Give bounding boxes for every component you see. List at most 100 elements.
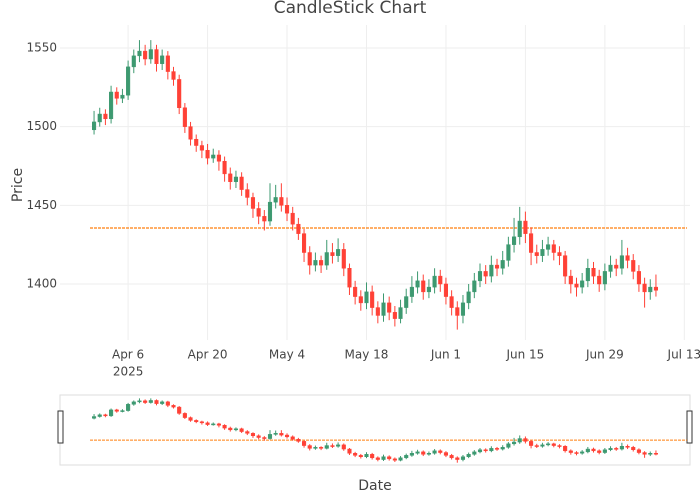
candle-body [177, 79, 182, 109]
candle-body [160, 55, 165, 64]
x-tick-label: Jun 29 [585, 348, 624, 362]
slider-candle-body [455, 457, 460, 460]
slider-candle-body [432, 450, 437, 454]
slider-candle-body [563, 446, 568, 452]
slider-candle-body [131, 401, 136, 405]
slider-candle-body [387, 456, 392, 460]
candle-body [483, 271, 488, 277]
x-tick-label: Jun 15 [505, 348, 544, 362]
candle-body [364, 291, 369, 304]
slider-candle-body [557, 445, 562, 447]
slider-candle-body [228, 427, 233, 431]
range-handle-left[interactable] [57, 410, 64, 444]
candle-body [330, 252, 335, 256]
slider-candle-body [489, 448, 494, 452]
slider-candle-body [194, 420, 199, 423]
candle-body [233, 176, 238, 182]
candle-body [557, 252, 562, 256]
candle-body [608, 264, 613, 272]
candle-body [512, 236, 517, 245]
candle-body [563, 255, 568, 277]
slider-candle-body [364, 454, 369, 457]
slider-candle-body [438, 450, 443, 453]
candle-body [546, 244, 551, 250]
slider-candle-body [381, 456, 386, 460]
slider-candle-body [160, 401, 165, 404]
range-slider[interactable] [59, 394, 691, 466]
candle-body [602, 271, 607, 285]
y-tick-label: 1400 [26, 276, 57, 290]
slider-candle-body [574, 452, 579, 454]
slider-candle-body [602, 449, 607, 453]
slider-candle-body [313, 447, 318, 449]
candle-body [279, 197, 284, 206]
candle-body [92, 121, 97, 131]
candle-body [597, 275, 602, 285]
slider-candle-body [233, 428, 238, 431]
x-tick-label: May 4 [269, 348, 305, 362]
range-handle-right[interactable] [686, 410, 693, 444]
candle-body [126, 66, 131, 96]
candle-body [353, 286, 358, 297]
slider-candle-body [370, 454, 375, 459]
candle-body [426, 286, 431, 293]
candle-body [313, 260, 318, 266]
candle-body [460, 302, 466, 316]
candle-body [194, 138, 199, 146]
candle-body [477, 271, 483, 282]
candle-body [381, 302, 386, 316]
slider-candle-body [211, 423, 216, 426]
candle-body [455, 307, 460, 316]
candle-body [341, 249, 346, 269]
candle-body [500, 260, 505, 269]
slider-candle-body [517, 438, 522, 443]
candle-body [114, 91, 119, 99]
candle-body [171, 71, 176, 80]
candle-body [580, 280, 585, 288]
candle-body [574, 283, 579, 288]
slider-candle-body [483, 449, 488, 452]
candle-body [182, 107, 187, 127]
x-tick-label: Apr 20 [188, 348, 228, 362]
candle-body [472, 280, 477, 293]
slider-candle-body [171, 405, 176, 408]
candle-body [523, 220, 528, 234]
slider-candle-body [404, 455, 409, 459]
candle-body [631, 260, 636, 272]
slider-candle-body [307, 445, 312, 449]
candle-body [296, 223, 301, 234]
x-tick-year: 2025 [113, 365, 144, 379]
slider-candle-body [256, 435, 261, 438]
chart-title: CandleStick Chart [274, 0, 427, 18]
slider-candle-body [205, 422, 210, 425]
slider-candle-body [540, 444, 545, 447]
slider-candle-body [449, 455, 454, 459]
y-tick-label: 1500 [26, 119, 57, 133]
y-axis-label: Price [10, 168, 26, 202]
slider-candle-body [591, 448, 596, 452]
x-tick-label: May 18 [345, 348, 389, 362]
slider-candle-body [250, 433, 256, 437]
slider-candle-body [245, 431, 250, 434]
candle-body [165, 55, 170, 72]
candle-body [421, 280, 426, 293]
slider-candle-body [551, 443, 556, 446]
candle-body [216, 154, 221, 162]
slider-candle-body [460, 456, 466, 460]
slider-candle-body [608, 448, 613, 451]
slider-candle-body [494, 448, 500, 450]
candle-body [324, 252, 329, 266]
candle-body [540, 249, 545, 256]
x-tick-label: Jul 13 [667, 348, 700, 362]
slider-candle-body [336, 444, 341, 447]
slider-candle-body [580, 451, 585, 454]
candle-body [585, 268, 590, 282]
slider-candle-body [597, 450, 602, 453]
candle-body [290, 212, 295, 225]
slider-candle-body [466, 454, 471, 457]
candle-body [438, 275, 443, 285]
slider-candle-body [642, 452, 647, 455]
candle-body [148, 49, 153, 60]
candle-body [256, 208, 261, 217]
